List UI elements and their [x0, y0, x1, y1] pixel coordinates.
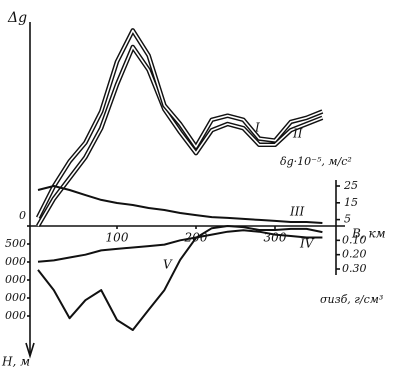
y3-label: σизб, г/см³ [320, 293, 383, 306]
series-label: V [163, 258, 173, 272]
series-label: II [292, 127, 303, 141]
series-label: I [254, 121, 260, 135]
series-line [37, 229, 323, 263]
y2-tick-label: 25 [343, 179, 358, 192]
y2-tick-label: 15 [344, 196, 358, 209]
y3-tick-label: 0.10 [342, 233, 367, 246]
y4-tick-label: 0 [19, 209, 26, 222]
series-line-core [37, 29, 323, 218]
y3-tick-label: 0.20 [342, 248, 367, 261]
series-line [37, 185, 323, 224]
x-label: В, км [351, 227, 386, 241]
series-label: III [289, 205, 304, 219]
y4-tick-label: 000 [5, 309, 26, 322]
y4-tick-label: 000 [5, 273, 26, 286]
y4-tick-label: 000 [5, 291, 26, 304]
y4-tick-label: 000 [5, 255, 26, 268]
series-line [37, 225, 323, 331]
x-tick-label: 100 [106, 231, 129, 245]
y4-label: Н, м [1, 355, 30, 369]
y-label: Δg [7, 10, 27, 26]
series-line-core [37, 46, 323, 227]
y2-tick-label: 5 [344, 213, 351, 226]
y4-tick-label: 500 [5, 237, 26, 250]
axis-arrow [25, 342, 35, 359]
y2-label: δg·10⁻⁵, м/с² [280, 155, 352, 168]
series-label: IV [299, 237, 315, 251]
y3-tick-label: 0.30 [342, 262, 367, 275]
